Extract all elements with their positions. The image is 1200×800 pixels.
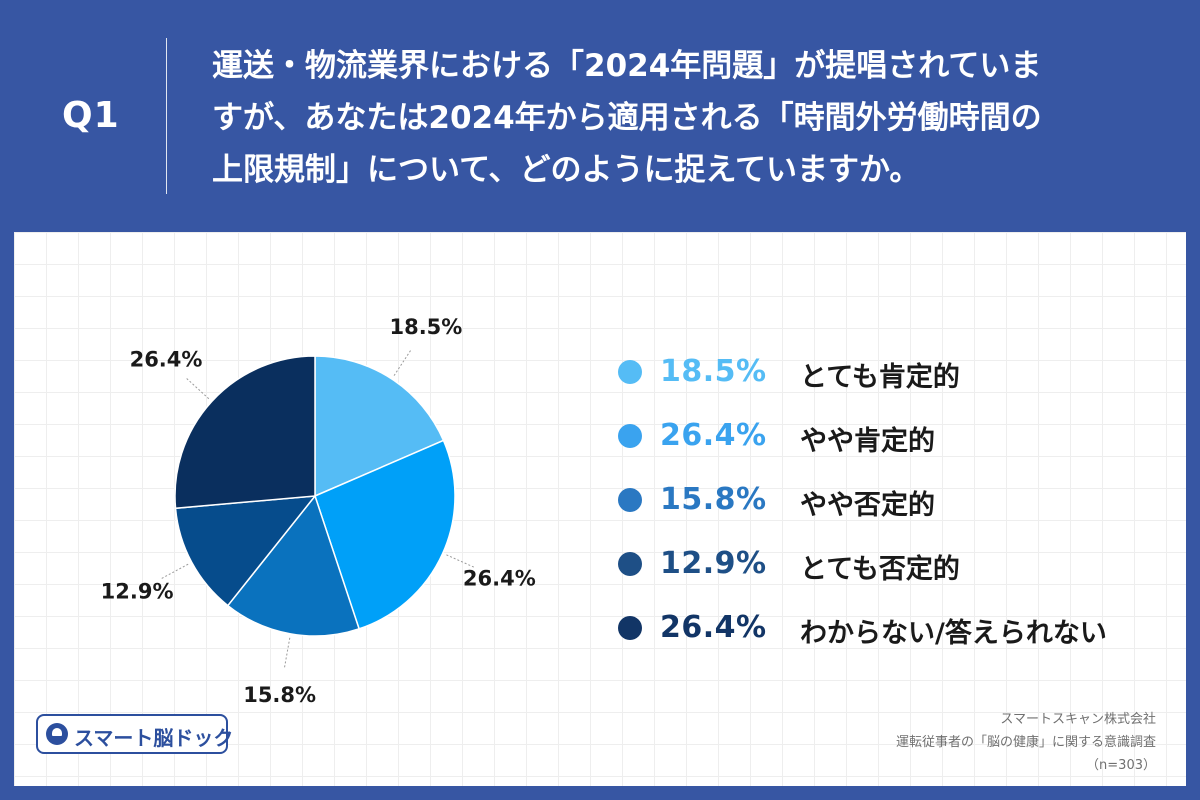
pie-slice [226, 494, 361, 637]
legend-percent: 26.4% [660, 418, 767, 453]
pie-slice [314, 355, 445, 498]
source-sample-size: （n=303） [1086, 758, 1156, 773]
pie-leader-line [161, 563, 189, 579]
pie-slice [174, 355, 316, 510]
pie-data-label: 26.4% [130, 348, 203, 372]
legend-swatch [618, 360, 642, 384]
legend-label: わからない/答えられない [800, 618, 1107, 649]
legend-swatch [618, 424, 642, 448]
pie-data-label: 15.8% [243, 683, 316, 707]
chart-card: 18.5% 26.4% 15.8% 12.9% 26.4% 18.5% とても肯定的 2… [14, 232, 1186, 786]
legend-percent: 12.9% [660, 546, 767, 581]
source-company: スマートスキャン株式会社 [1000, 712, 1156, 727]
question-line-2: すが、あなたは2024年から適用される「時間外労働時間の [212, 100, 1042, 136]
pie-data-label: 26.4% [463, 567, 536, 591]
chart-legend: 18.5% とても肯定的 26.4% やや肯定的 15.8% やや否定的 12.… [618, 354, 1178, 680]
pie-leader-line [393, 350, 411, 376]
legend-item: 12.9% とても否定的 [618, 546, 1178, 616]
pie-leader-line [186, 378, 210, 400]
brand-logo: スマート脳ドック [36, 714, 233, 754]
legend-percent: 18.5% [660, 354, 767, 389]
brain-dock-logo-icon [46, 723, 68, 745]
source-note: スマートスキャン株式会社 運転従事者の「脳の健康」に関する意識調査 （n=303… [896, 708, 1156, 777]
question-line-3: 上限規制」について、どのように捉えていますか。 [212, 152, 921, 188]
legend-item: 26.4% やや肯定的 [618, 418, 1178, 488]
pie-data-label: 18.5% [389, 315, 462, 339]
legend-percent: 15.8% [660, 482, 767, 517]
legend-swatch [618, 488, 642, 512]
legend-label: やや否定的 [800, 490, 935, 521]
legend-swatch [618, 552, 642, 576]
legend-item: 15.8% やや否定的 [618, 482, 1178, 552]
legend-label: とても肯定的 [800, 362, 960, 393]
legend-label: やや肯定的 [800, 426, 935, 457]
question-text: 運送・物流業界における「2024年問題」が提唱されていま すが、あなたは2024… [212, 40, 1172, 196]
pie-slice [314, 439, 456, 630]
source-survey: 運転従事者の「脳の健康」に関する意識調査 [895, 735, 1156, 750]
question-line-1: 運送・物流業界における「2024年問題」が提唱されていま [212, 48, 1042, 84]
pie-leader-line [446, 554, 475, 568]
legend-item: 26.4% わからない/答えられない [618, 610, 1178, 680]
legend-label: とても否定的 [800, 554, 960, 585]
pie-data-label: 12.9% [101, 580, 174, 604]
pie-leader-line [284, 637, 291, 668]
legend-percent: 26.4% [660, 610, 767, 645]
question-header: Q1 運送・物流業界における「2024年問題」が提唱されていま すが、あなたは2… [0, 0, 1200, 232]
pie-chart: 18.5% 26.4% 15.8% 12.9% 26.4% [101, 315, 536, 707]
header-divider [166, 38, 167, 194]
question-number: Q1 [62, 95, 120, 136]
legend-swatch [618, 616, 642, 640]
pie-slice [174, 495, 317, 607]
legend-item: 18.5% とても肯定的 [618, 354, 1178, 424]
logo-text: スマート脳ドック [74, 726, 234, 750]
